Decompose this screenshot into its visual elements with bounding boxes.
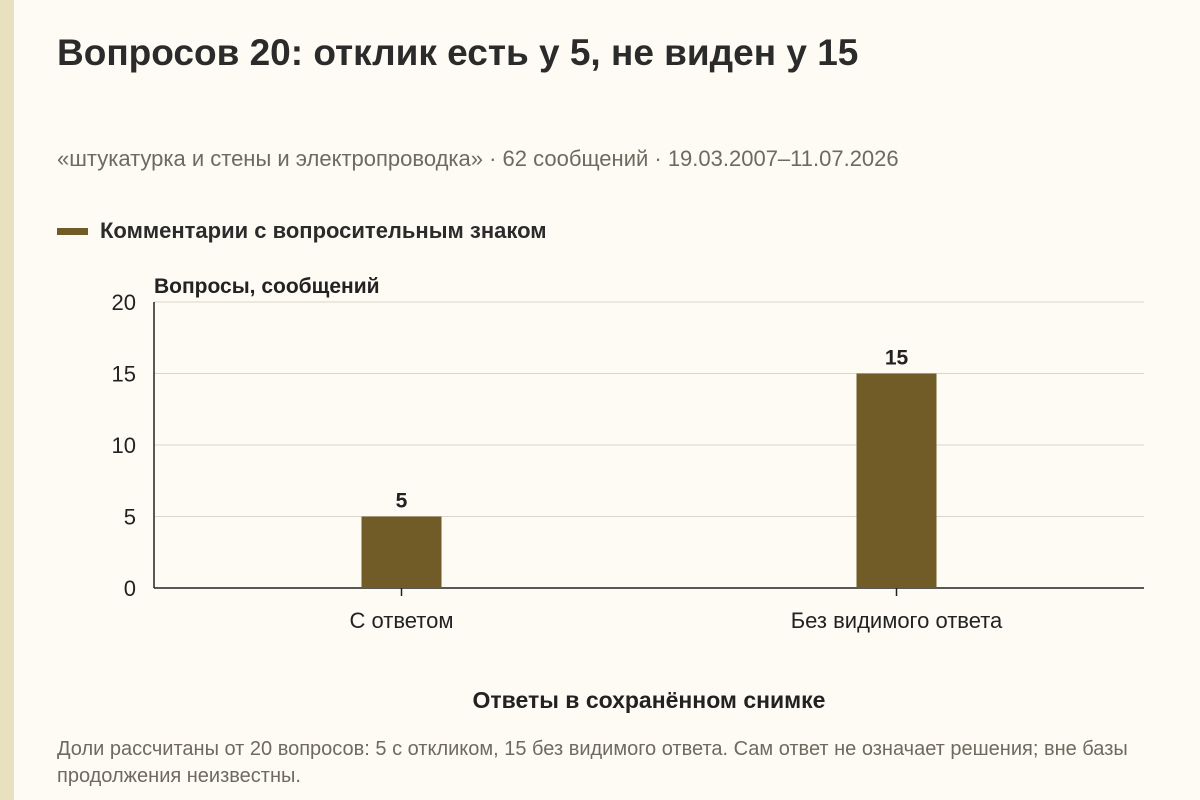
legend: Комментарии с вопросительным знаком — [57, 218, 547, 244]
y-tick-label: 10 — [112, 433, 136, 458]
y-tick-label: 15 — [112, 362, 136, 387]
bar-value-label: 5 — [396, 490, 408, 513]
bar — [361, 516, 442, 588]
x-tick-label: Без видимого ответа — [791, 608, 1003, 633]
bar — [856, 373, 937, 588]
y-tick-label: 0 — [124, 576, 136, 601]
legend-label: Комментарии с вопросительным знаком — [100, 218, 547, 243]
x-tick-label: С ответом — [350, 608, 454, 633]
legend-swatch — [57, 227, 88, 235]
bar-value-label: 15 — [885, 347, 909, 370]
x-axis-label: Ответы в сохранённом снимке — [473, 687, 826, 713]
left-accent-strip — [0, 0, 14, 800]
chart-subtitle: «штукатурка и стены и электропроводка» ·… — [57, 146, 899, 171]
y-tick-label: 5 — [124, 505, 136, 530]
footnote: Доли рассчитаны от 20 вопросов: 5 с откл… — [57, 738, 1128, 787]
y-axis-label: Вопросы, сообщений — [154, 275, 380, 298]
y-tick-label: 20 — [112, 290, 136, 315]
chart-title: Вопросов 20: отклик есть у 5, не виден у… — [57, 32, 859, 73]
